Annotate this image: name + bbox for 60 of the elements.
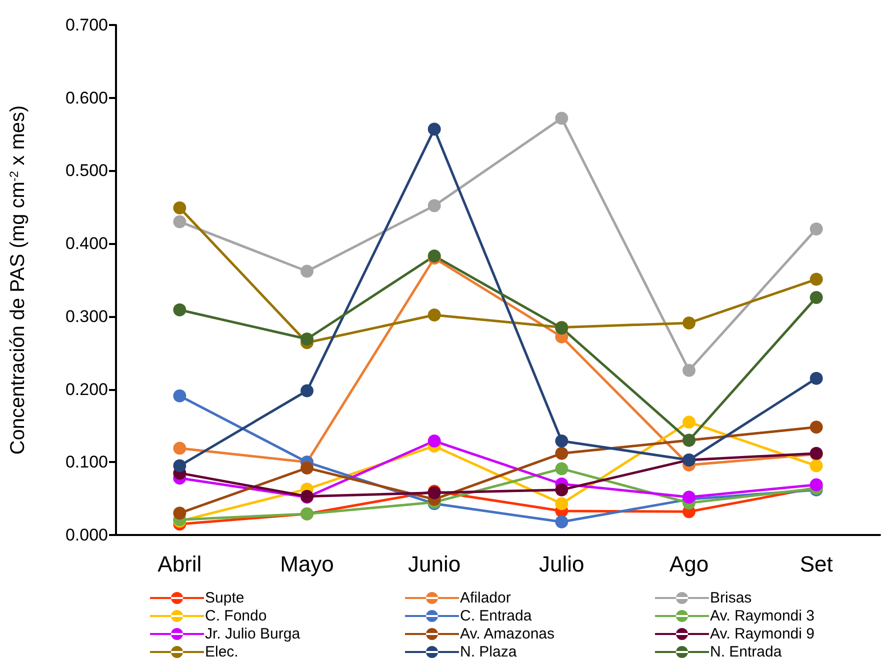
legend-label: Av. Raymondi 9 <box>710 626 814 642</box>
y-tick-label: 0.400 <box>65 234 108 254</box>
x-tick-label: Set <box>800 552 833 576</box>
point <box>682 416 696 429</box>
y-tick-label: 0.700 <box>65 16 108 34</box>
x-tick-label: Julio <box>539 552 584 576</box>
point <box>810 272 823 286</box>
legend-label: N. Plaza <box>460 644 518 660</box>
legend-label: C. Fondo <box>205 608 267 624</box>
point <box>810 420 823 434</box>
x-tick-label: Junio <box>408 552 461 576</box>
point <box>555 112 568 125</box>
legend-label: Afilador <box>460 590 511 606</box>
point <box>682 316 696 330</box>
point <box>555 434 568 448</box>
y-tick-label: 0.300 <box>65 306 108 326</box>
point <box>173 201 186 214</box>
point <box>555 483 568 496</box>
point <box>428 434 441 448</box>
point <box>428 122 441 136</box>
point <box>173 303 186 316</box>
legend-label: C. Entrada <box>460 608 532 624</box>
y-axis-title: Concentración de PAS (mg cm-2 x mes) <box>7 105 29 455</box>
x-tick-label: Mayo <box>280 552 334 576</box>
point <box>682 364 696 377</box>
legend-label: Av. Amazonas <box>460 626 554 642</box>
point <box>173 389 186 402</box>
legend-label: Elec. <box>205 644 238 660</box>
y-tick-label: 0.100 <box>65 452 108 472</box>
point <box>555 515 568 528</box>
point <box>428 199 441 212</box>
legend-label: Jr. Julio Burga <box>205 626 301 642</box>
point <box>810 478 823 492</box>
y-tick-label: 0.600 <box>65 88 108 108</box>
legend-label: Brisas <box>710 590 752 606</box>
point <box>300 332 314 346</box>
legend-label: Supte <box>205 590 244 606</box>
point <box>555 446 568 460</box>
point <box>428 249 441 262</box>
point <box>555 497 568 510</box>
point <box>300 264 314 278</box>
legend-label: Av. Raymondi 3 <box>710 608 814 624</box>
point <box>810 372 823 385</box>
point <box>300 384 314 398</box>
point <box>173 215 186 228</box>
y-tick-label: 0.200 <box>65 380 108 399</box>
x-tick-label: Abril <box>158 552 202 576</box>
point <box>173 506 186 520</box>
y-tick-label: 0.500 <box>65 161 108 180</box>
point <box>428 308 441 322</box>
y-tick-label: 0.000 <box>65 526 108 544</box>
point <box>810 222 823 236</box>
point <box>173 459 186 472</box>
point <box>173 442 186 455</box>
legend-label: N. Entrada <box>710 644 782 660</box>
point <box>300 461 314 474</box>
point <box>810 459 823 472</box>
x-tick-label: Ago <box>669 552 709 576</box>
point <box>810 290 823 304</box>
point <box>555 462 568 476</box>
